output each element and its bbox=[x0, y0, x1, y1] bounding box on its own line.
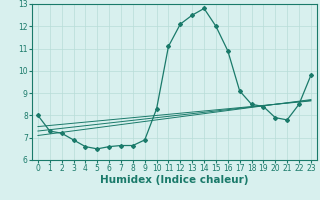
X-axis label: Humidex (Indice chaleur): Humidex (Indice chaleur) bbox=[100, 175, 249, 185]
